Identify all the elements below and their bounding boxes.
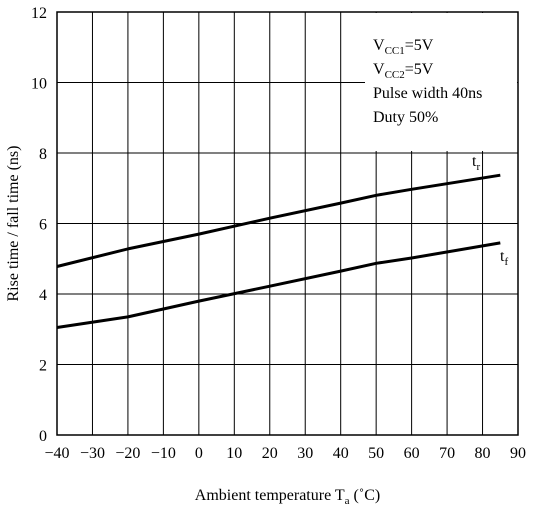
x-tick-label: 40 <box>333 445 349 462</box>
x-tick-label: 60 <box>404 445 420 462</box>
y-tick-label: 10 <box>31 76 47 93</box>
series-label-tf: tf <box>500 248 508 268</box>
y-tick-label: 2 <box>39 358 47 375</box>
series-label-tr: tr <box>472 153 480 173</box>
x-axis-label-unit: (˚C) <box>350 487 381 504</box>
series <box>56 173 501 329</box>
y-tick-label: 4 <box>39 287 47 304</box>
x-axis-label-main: Ambient temperature T <box>195 487 345 504</box>
x-tick-label: 10 <box>226 445 242 462</box>
x-tick-label: 50 <box>368 445 384 462</box>
condition-line: Duty 50% <box>373 109 438 126</box>
series-line-tf <box>56 241 501 329</box>
plot-frame <box>56 11 519 436</box>
x-axis-label-sub: a <box>345 495 350 507</box>
series-line-tr <box>56 173 501 268</box>
y-tick-label: 0 <box>39 428 47 445</box>
x-axis-label: Ambient temperature Ta (˚C) <box>195 487 380 507</box>
x-tick-label: −40 <box>44 445 69 462</box>
y-tick-label: 6 <box>39 217 47 234</box>
condition-line: VCC2=5V <box>373 61 434 81</box>
x-tick-label: 80 <box>475 445 491 462</box>
condition-line: VCC1=5V <box>373 37 434 57</box>
y-tick-label: 8 <box>39 146 47 163</box>
tick-labels: −40 −30 −20 −10 0 10 20 30 40 50 60 70 80 90 0 2 4 6 8 10 12 <box>31 5 526 462</box>
y-axis-label: Rise time / fall time (ns) <box>5 146 22 302</box>
x-tick-label: 70 <box>439 445 455 462</box>
x-tick-label: −20 <box>115 445 140 462</box>
condition-line: Pulse width 40ns <box>373 85 482 102</box>
x-tick-label: 30 <box>297 445 313 462</box>
y-tick-label: 12 <box>31 5 47 22</box>
conditions-box <box>365 13 517 151</box>
x-tick-label: −30 <box>80 445 105 462</box>
x-tick-label: 0 <box>195 445 203 462</box>
conditions: VCC1=5V VCC2=5V Pulse width 40ns Duty 50% <box>373 37 482 126</box>
x-tick-label: 90 <box>510 445 526 462</box>
x-tick-label: 20 <box>262 445 278 462</box>
series-labels: tr tf <box>472 153 508 268</box>
x-tick-label: −10 <box>151 445 176 462</box>
